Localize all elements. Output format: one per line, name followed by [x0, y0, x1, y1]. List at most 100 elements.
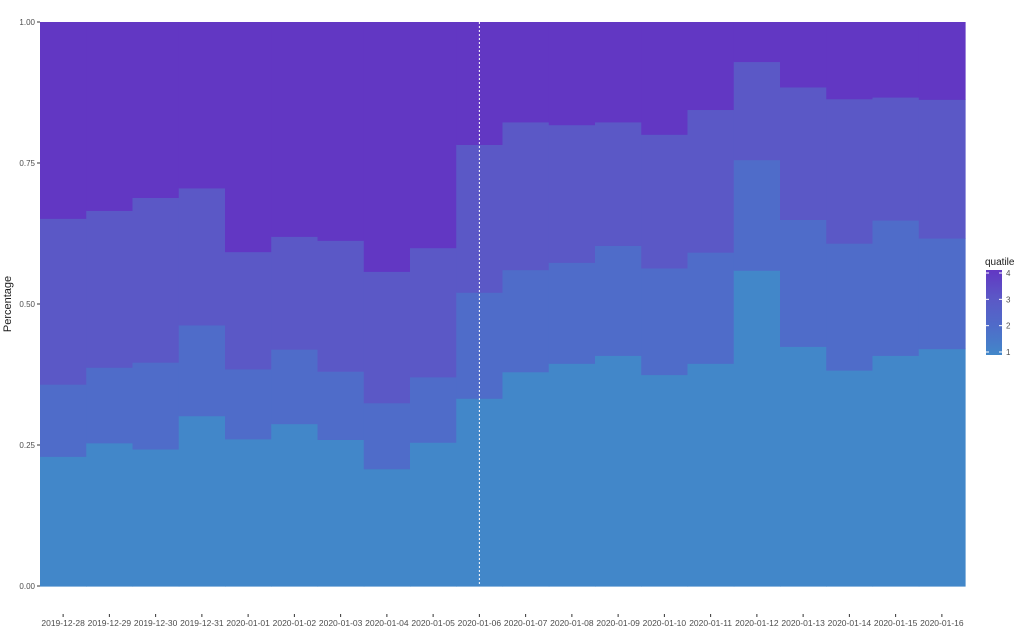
area-segment-q3-2019-12-30 — [132, 197, 180, 363]
y-axis-title: Percentage — [2, 276, 14, 332]
area-segment-q3-2020-01-09 — [595, 121, 642, 246]
x-axis: 2019-12-28 2019-12-29 2019-12-30 2019-12-31… — [41, 614, 964, 628]
area-segment-q2-2020-01-07 — [502, 269, 550, 373]
plot-area — [40, 22, 966, 587]
area-segment-q4-2019-12-30 — [132, 22, 180, 198]
area-segment-q4-2019-12-31 — [178, 22, 226, 189]
area-segment-q4-2020-01-09 — [595, 22, 642, 123]
x-tick-label: 2020-01-10 — [643, 618, 687, 628]
area-segment-q4-2020-01-02 — [271, 22, 319, 237]
area-segment-q2-2020-01-10 — [641, 267, 689, 376]
area-segment-q4-2020-01-07 — [502, 22, 550, 123]
area-segment-q4-2020-01-16 — [918, 22, 966, 100]
area-segment-q3-2020-01-15 — [872, 97, 920, 221]
area-segment-q2-2020-01-14 — [826, 243, 874, 371]
x-tick-label: 2020-01-01 — [226, 618, 270, 628]
x-tick-label: 2020-01-15 — [874, 618, 918, 628]
legend-label: 4 — [1006, 269, 1011, 278]
y-axis: 0.00 0.25 0.50 0.75 1.00 — [19, 18, 40, 591]
area-segment-q2-2019-12-31 — [178, 324, 226, 417]
area-segment-q4-2019-12-28 — [40, 22, 87, 219]
x-tick-label: 2020-01-08 — [550, 618, 594, 628]
area-segment-q3-2020-01-13 — [780, 86, 827, 220]
area-segment-q2-2020-01-12 — [733, 159, 781, 271]
area-segment-q4-2020-01-13 — [780, 22, 827, 88]
area-segment-q4-2020-01-04 — [363, 22, 411, 272]
legend-label: 3 — [1006, 295, 1011, 304]
area-segment-q2-2020-01-16 — [918, 238, 966, 350]
x-tick-label: 2019-12-31 — [180, 618, 224, 628]
x-tick-label: 2020-01-02 — [273, 618, 317, 628]
x-tick-label: 2020-01-13 — [781, 618, 825, 628]
y-tick-label: 0.50 — [19, 300, 35, 309]
area-segment-q2-2019-12-28 — [40, 384, 87, 457]
area-segment-q1-2019-12-28 — [40, 456, 87, 587]
area-segment-q1-2019-12-31 — [178, 415, 226, 587]
area-segment-q4-2020-01-11 — [687, 22, 735, 111]
area-segment-q3-2020-01-12 — [733, 61, 781, 161]
area-segment-q2-2020-01-05 — [410, 376, 457, 443]
area-segment-q1-2020-01-01 — [225, 438, 272, 587]
area-segment-q4-2020-01-01 — [225, 22, 272, 253]
area-segment-q1-2020-01-16 — [918, 348, 966, 587]
area-segment-q3-2019-12-29 — [86, 210, 134, 368]
area-segment-q4-2019-12-29 — [86, 22, 134, 211]
legend: quatile 1 2 3 4 — [985, 257, 1015, 357]
area-segment-q1-2020-01-07 — [502, 371, 550, 587]
area-segment-q4-2020-01-15 — [872, 22, 920, 98]
area-segment-q1-2020-01-12 — [733, 270, 781, 587]
area-segment-q3-2020-01-04 — [363, 271, 411, 404]
area-segment-q2-2019-12-29 — [86, 367, 134, 444]
area-segment-q1-2020-01-14 — [826, 369, 874, 587]
area-segment-q3-2020-01-03 — [317, 240, 365, 372]
area-segment-q4-2020-01-14 — [826, 22, 874, 100]
x-tick-label: 2020-01-05 — [411, 618, 455, 628]
x-tick-label: 2020-01-06 — [458, 618, 502, 628]
y-tick-label: 0.75 — [19, 159, 35, 168]
legend-colorbar — [986, 270, 1002, 355]
area-segment-q4-2020-01-08 — [548, 22, 596, 126]
area-segment-q2-2020-01-08 — [548, 262, 596, 364]
area-segment-q3-2020-01-10 — [641, 134, 689, 269]
area-segment-q1-2020-01-03 — [317, 439, 365, 587]
area-segment-q1-2020-01-08 — [548, 363, 596, 587]
area-segment-q1-2020-01-02 — [271, 423, 319, 587]
area-segment-q1-2020-01-05 — [410, 442, 457, 587]
area-segment-q1-2020-01-09 — [595, 355, 642, 587]
area-segment-q3-2020-01-14 — [826, 98, 874, 244]
area-segment-q3-2020-01-05 — [410, 247, 457, 378]
area-segment-q2-2020-01-13 — [780, 219, 827, 347]
area-segment-q3-2020-01-08 — [548, 124, 596, 263]
area-segment-q3-2020-01-01 — [225, 251, 272, 370]
x-tick-label: 2020-01-16 — [920, 618, 964, 628]
area-segment-q2-2020-01-01 — [225, 368, 272, 440]
x-tick-label: 2020-01-09 — [596, 618, 640, 628]
y-tick-label: 1.00 — [19, 18, 35, 27]
x-tick-label: 2020-01-11 — [689, 618, 732, 628]
area-segment-q1-2019-12-30 — [132, 448, 180, 587]
area-segment-q3-2020-01-16 — [918, 99, 966, 239]
area-segment-q2-2020-01-03 — [317, 371, 365, 440]
area-segment-q2-2020-01-06 — [456, 292, 504, 399]
area-segment-q1-2020-01-15 — [872, 355, 920, 587]
x-tick-label: 2020-01-14 — [828, 618, 872, 628]
area-segment-q3-2019-12-31 — [178, 187, 226, 326]
area-segment-q2-2020-01-11 — [687, 252, 735, 364]
area-segment-q3-2020-01-02 — [271, 236, 319, 350]
area-segment-q1-2020-01-04 — [363, 468, 411, 587]
area-segment-q4-2020-01-05 — [410, 22, 457, 249]
area-segment-q2-2019-12-30 — [132, 362, 180, 450]
area-segment-q1-2020-01-13 — [780, 346, 827, 587]
area-segment-q2-2020-01-09 — [595, 245, 642, 356]
x-tick-label: 2020-01-07 — [504, 618, 548, 628]
y-tick-label: 0.25 — [19, 441, 35, 450]
area-segment-q2-2020-01-15 — [872, 219, 920, 356]
area-segment-q2-2020-01-02 — [271, 349, 319, 425]
area-segment-q2-2020-01-04 — [363, 402, 411, 470]
area-segment-q3-2019-12-28 — [40, 218, 87, 385]
area-segment-q1-2020-01-11 — [687, 363, 735, 587]
area-segment-q4-2020-01-10 — [641, 22, 689, 135]
x-tick-label: 2019-12-29 — [88, 618, 132, 628]
y-tick-label: 0.00 — [19, 582, 35, 591]
x-tick-label: 2020-01-03 — [319, 618, 363, 628]
